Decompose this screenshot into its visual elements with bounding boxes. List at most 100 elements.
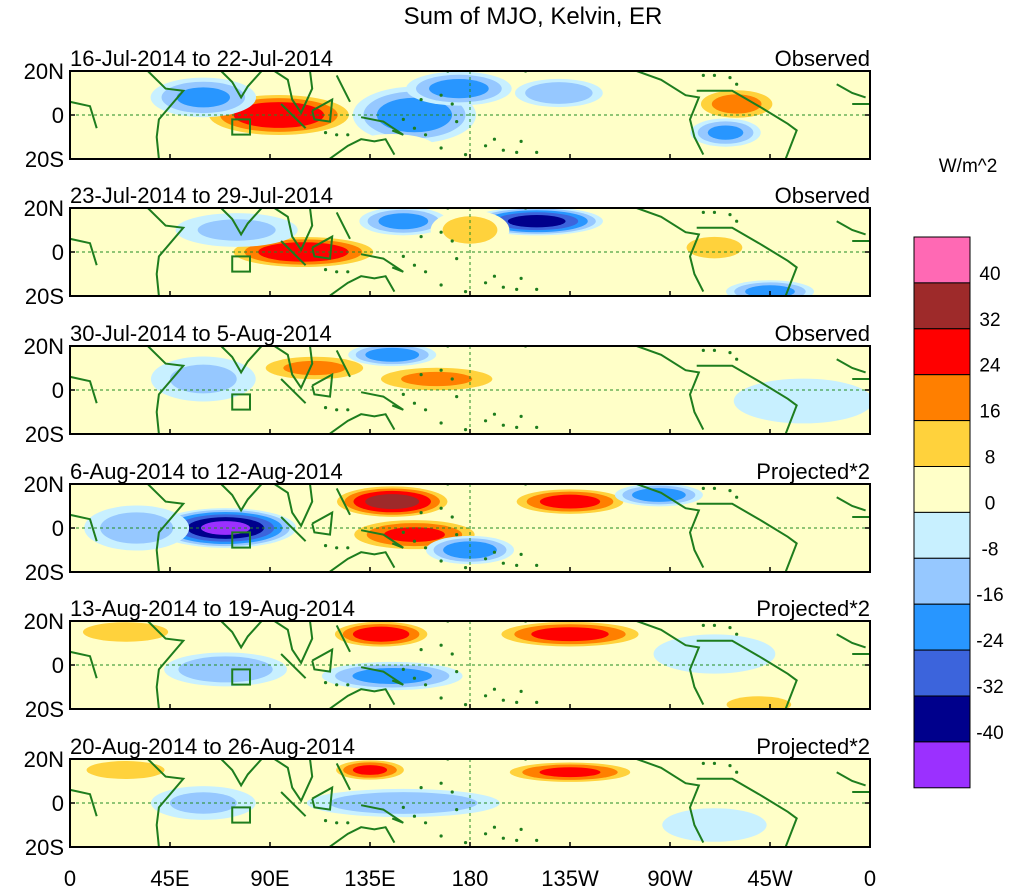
island-dot	[419, 98, 423, 102]
coastline	[696, 639, 798, 709]
panel-period: 20-Aug-2014 to 26-Aug-2014	[70, 734, 355, 759]
anomaly-contour-4	[442, 216, 498, 244]
region-box	[231, 255, 252, 273]
island-dot	[728, 764, 732, 768]
anomaly-contour-1	[258, 242, 349, 262]
island-dot	[401, 805, 405, 809]
coastline	[327, 275, 396, 296]
coastline	[327, 413, 396, 434]
island-dot	[419, 786, 423, 790]
island-dot	[323, 681, 328, 685]
coastline	[360, 116, 404, 136]
island-dot	[501, 423, 505, 427]
coastline	[636, 208, 705, 293]
island-dot	[535, 287, 539, 291]
island-dot	[463, 290, 468, 294]
colorbar-swatch	[913, 695, 971, 743]
island-dot	[323, 544, 328, 548]
island-dot	[412, 126, 417, 130]
island-dot	[423, 821, 428, 825]
island-dot	[519, 139, 523, 143]
colorbar-swatch	[913, 328, 971, 376]
coastline	[311, 510, 334, 536]
anomaly-contour-7	[662, 808, 767, 842]
anomaly-contour-3	[329, 792, 478, 814]
island-dot	[439, 146, 443, 150]
coastline	[360, 253, 404, 273]
coastline	[220, 621, 263, 650]
island-dot	[412, 676, 417, 680]
island-dot	[455, 533, 459, 537]
colorbar-swatch	[913, 511, 971, 559]
coastline	[360, 391, 404, 411]
coastline	[836, 220, 866, 236]
island-dot	[419, 511, 423, 515]
x-tick-label: 135W	[541, 866, 599, 889]
panel-type-label: Projected*2	[756, 734, 870, 759]
panel-period: 23-Jul-2014 to 29-Jul-2014	[70, 183, 333, 208]
island-dot	[335, 546, 339, 550]
panel-period: 6-Aug-2014 to 12-Aug-2014	[70, 459, 343, 484]
coastline	[280, 240, 307, 266]
colorbar-swatch	[913, 374, 971, 422]
anomaly-contour-4	[169, 364, 237, 394]
panel-field	[70, 621, 870, 709]
island-dot	[492, 550, 497, 554]
anomaly-contour-4	[429, 79, 489, 99]
coastline	[636, 621, 705, 706]
island-dot	[463, 703, 468, 707]
colorbar-swatch	[913, 236, 971, 284]
island-dot	[515, 700, 519, 704]
coastline	[92, 759, 186, 847]
coastline	[70, 237, 98, 266]
anomaly-contour-6	[711, 94, 762, 114]
island-dot	[335, 821, 339, 825]
island-dot	[483, 281, 488, 285]
island-dot	[535, 838, 539, 842]
island-dot	[455, 120, 459, 124]
anomaly-contour-5	[525, 82, 593, 104]
panel-6: 20N 0 20S 20-Aug-2014 to 26-Aug-2014 Project…	[24, 734, 871, 860]
coastline	[696, 226, 798, 296]
anomaly-contour-2	[283, 360, 346, 376]
colorbar-level-label: 40	[979, 264, 1000, 285]
coastline	[327, 138, 396, 159]
coastline	[360, 666, 404, 686]
island-dot	[412, 539, 417, 543]
island-dot	[519, 276, 523, 280]
y-tick-label: 20N	[24, 196, 64, 221]
anomaly-contour-7	[707, 125, 744, 140]
coastline	[70, 375, 98, 404]
panel-field	[70, 208, 870, 296]
island-dot	[519, 414, 523, 418]
island-dot	[483, 144, 488, 148]
coastline	[696, 364, 798, 434]
island-dot	[439, 559, 443, 563]
island-dot	[450, 102, 454, 106]
colorbar-level-label: -8	[982, 539, 999, 560]
island-dot	[535, 563, 539, 567]
anomaly-contour-2	[365, 494, 420, 510]
coastline	[280, 791, 307, 817]
panel-field	[70, 484, 870, 572]
coastline	[273, 208, 314, 252]
colorbar-level-label: 8	[985, 448, 996, 469]
island-dot	[450, 239, 454, 243]
island-dot	[401, 667, 405, 671]
anomaly-contour-2	[531, 627, 609, 642]
y-tick-label: 20N	[24, 334, 64, 359]
panels-group: 20N 0 20S 16-Jul-2014 to 22-Jul-2014 Observe…	[24, 46, 871, 860]
x-axis: 0 45E 90E 135E 180 135W 90W 45W 0	[64, 866, 876, 889]
island-dot	[728, 626, 732, 630]
region-box	[231, 393, 252, 411]
coastline	[70, 650, 98, 679]
coastline	[636, 484, 705, 569]
coastline	[636, 71, 705, 156]
coastline	[92, 484, 186, 572]
region-box	[231, 118, 252, 136]
coastline	[280, 378, 307, 404]
island-dot	[701, 486, 705, 490]
coastline	[220, 346, 263, 375]
island-dot	[323, 268, 328, 272]
